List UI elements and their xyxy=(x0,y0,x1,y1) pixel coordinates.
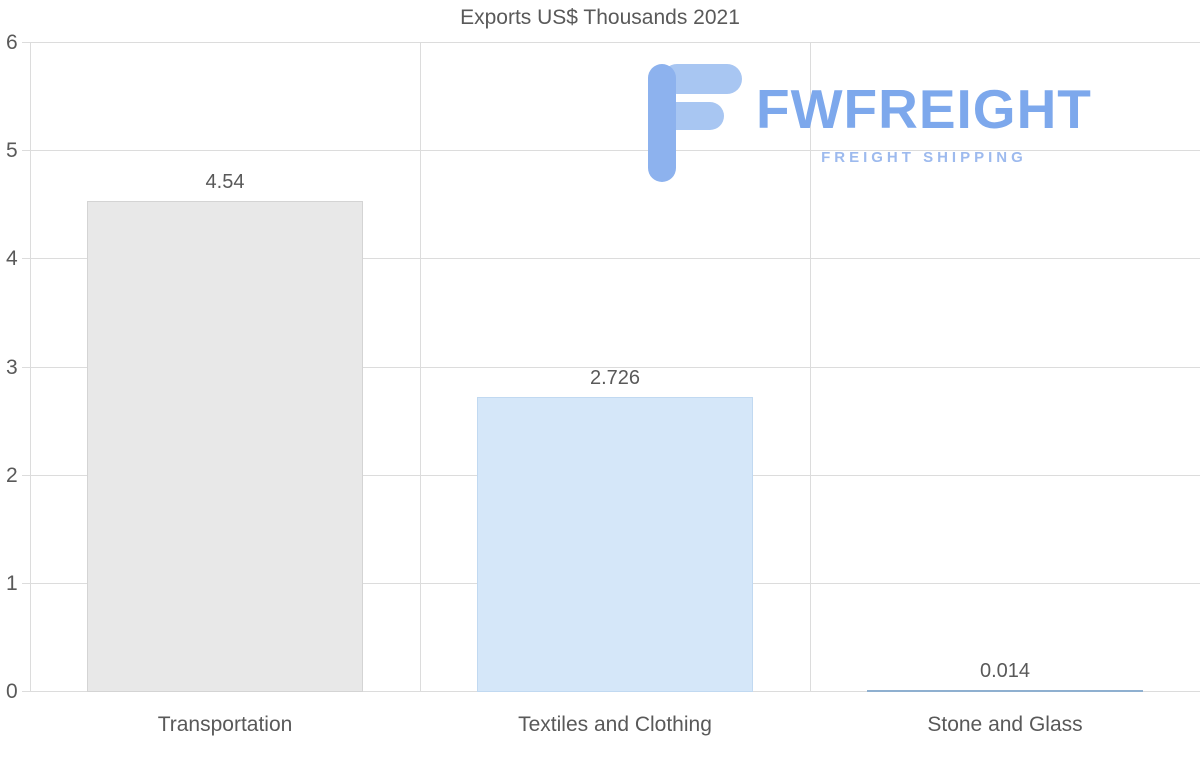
gridline xyxy=(22,366,1200,368)
band-stone-and-glass: 0.014 xyxy=(810,43,1200,692)
watermark-logo: FWFREIGHT FREIGHT SHIPPING xyxy=(648,64,1092,187)
brand-tagline: FREIGHT SHIPPING xyxy=(821,149,1027,166)
category-separator-line xyxy=(420,43,421,692)
plot-area: 4.54 2.726 0.014 xyxy=(22,42,1200,692)
category-label-transportation: Transportation xyxy=(157,713,293,736)
value-label-stone-and-glass: 0.014 xyxy=(979,660,1031,682)
gridline xyxy=(22,258,1200,260)
category-separators xyxy=(30,43,1200,692)
brand-f-icon xyxy=(648,64,742,187)
y-tick-label: 3 xyxy=(6,355,18,379)
y-tick-label: 4 xyxy=(6,247,18,271)
brand-text: FWFREIGHT FREIGHT SHIPPING xyxy=(756,78,1092,167)
y-tick-label: 5 xyxy=(6,139,18,163)
bars-layer: 4.54 2.726 0.014 xyxy=(30,43,1200,692)
y-tick-label: 1 xyxy=(6,571,18,595)
band-transportation: 4.54 xyxy=(30,43,420,692)
category-label-stone-and-glass: Stone and Glass xyxy=(927,713,1083,736)
gridline xyxy=(22,150,1200,152)
y-axis-labels: 0 1 2 3 4 5 6 xyxy=(0,31,30,703)
y-tick-label: 6 xyxy=(6,31,18,54)
y-tick-label: 2 xyxy=(6,463,18,487)
category-label-textiles-and-clothing: Textiles and Clothing xyxy=(518,713,712,736)
chart-title: Exports US$ Thousands 2021 xyxy=(460,6,740,29)
bar-stone-and-glass xyxy=(866,690,1144,692)
x-axis-labels: Transportation Textiles and Clothing Sto… xyxy=(30,713,1200,743)
brand-name: FWFREIGHT xyxy=(756,78,1092,140)
y-tick-label: 0 xyxy=(6,680,18,703)
category-separator-line xyxy=(810,43,811,692)
value-label-transportation: 4.54 xyxy=(205,170,245,193)
band-textiles-and-clothing: 2.726 xyxy=(420,43,810,692)
value-label-textiles-and-clothing: 2.726 xyxy=(589,367,641,390)
category-separator-line xyxy=(30,43,31,692)
gridline xyxy=(22,42,1200,43)
bar-transportation xyxy=(86,200,364,692)
bar-textiles-and-clothing xyxy=(476,397,754,692)
